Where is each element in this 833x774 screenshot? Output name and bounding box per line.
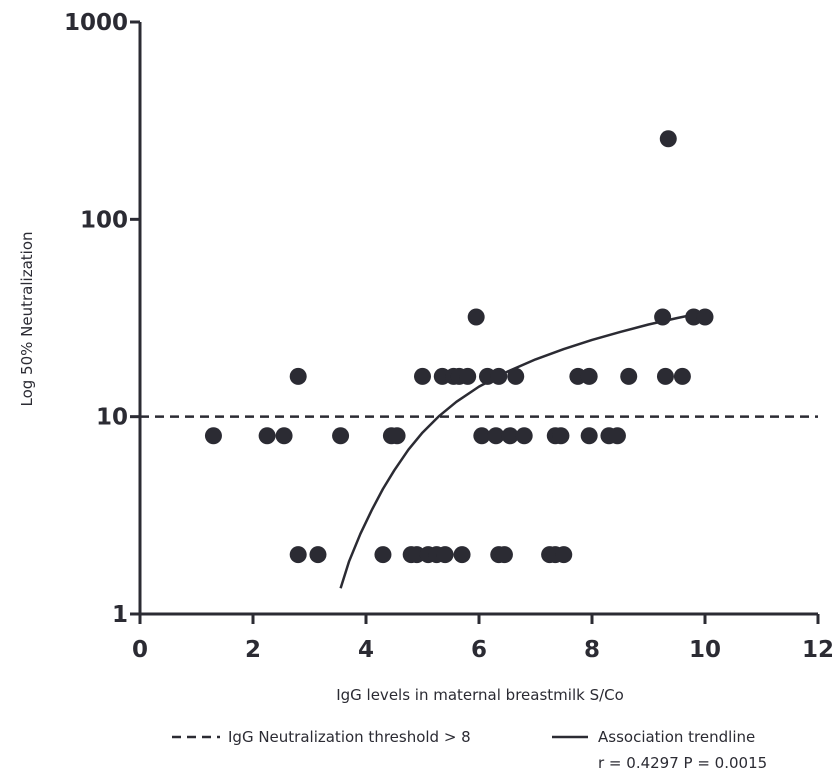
data-point (436, 546, 454, 564)
x-tick-label: 2 (245, 637, 261, 663)
data-point (580, 367, 598, 385)
y-axis-title: Log 50% Neutralization (18, 232, 36, 407)
data-point (659, 130, 677, 148)
data-point (414, 367, 431, 385)
data-point (374, 546, 392, 564)
trendline-stats: r = 0.4297 P = 0.0015 (598, 754, 767, 772)
data-point (453, 546, 471, 564)
data-point (204, 427, 222, 445)
legend-threshold-label: IgG Neutralization threshold > 8 (228, 728, 471, 746)
data-point (696, 308, 714, 326)
data-point (620, 367, 638, 385)
data-point (487, 427, 505, 445)
data-point (388, 427, 406, 445)
data-point (473, 427, 491, 445)
data-points (204, 130, 714, 564)
legend-trendline-label: Association trendline (598, 728, 755, 746)
data-point (275, 427, 293, 445)
x-axis-ticks: 0 2 4 6 8 10 12 (132, 614, 833, 663)
data-point (258, 427, 276, 445)
data-point (332, 427, 350, 445)
data-point (490, 367, 508, 385)
x-tick-label: 8 (584, 637, 600, 663)
y-axis-ticks: 1 10 100 1000 (64, 10, 140, 628)
y-tick-label: 100 (80, 207, 128, 233)
data-point (289, 367, 307, 385)
data-point (608, 427, 626, 445)
data-point (555, 546, 573, 564)
data-point (501, 427, 519, 445)
data-point (289, 546, 307, 564)
data-point (507, 367, 525, 385)
x-tick-label: 4 (358, 637, 374, 663)
y-tick-label: 1000 (64, 10, 128, 36)
y-tick-label: 1 (112, 602, 128, 628)
y-tick-label: 10 (96, 405, 128, 431)
data-point (495, 546, 513, 564)
x-axis-title: IgG levels in maternal breastmilk S/Co (336, 686, 624, 704)
x-tick-label: 0 (132, 637, 148, 663)
data-point (656, 367, 674, 385)
x-tick-label: 12 (802, 637, 833, 663)
data-point (580, 427, 598, 445)
data-point (654, 308, 672, 326)
data-point (673, 367, 691, 385)
data-point (459, 367, 477, 385)
x-tick-label: 10 (689, 637, 721, 663)
data-point (309, 546, 327, 564)
data-point (467, 308, 485, 326)
trendline-path (339, 311, 703, 589)
x-tick-label: 6 (471, 637, 487, 663)
data-point (552, 427, 570, 445)
trendline-layer (339, 311, 703, 589)
legend: IgG Neutralization threshold > 8 Associa… (172, 728, 767, 772)
data-point (515, 427, 533, 445)
